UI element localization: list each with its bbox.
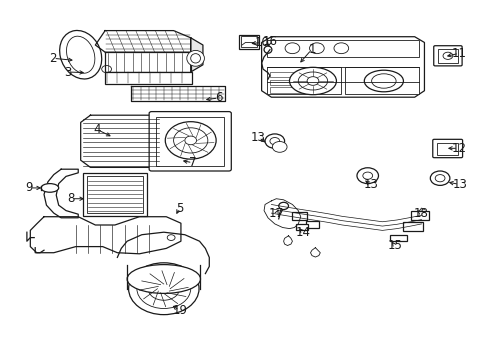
Text: 19: 19	[172, 304, 187, 317]
Bar	[238, 35, 259, 49]
Text: 10: 10	[254, 36, 268, 49]
Bar	[295, 224, 307, 230]
FancyBboxPatch shape	[432, 139, 462, 158]
Text: 8: 8	[67, 192, 75, 205]
Text: 6: 6	[215, 91, 223, 104]
Text: 16: 16	[262, 35, 277, 48]
Bar	[389, 235, 407, 241]
Ellipse shape	[159, 285, 168, 292]
Bar	[87, 176, 143, 213]
Bar	[436, 143, 457, 155]
Ellipse shape	[190, 54, 200, 63]
Bar	[269, 80, 301, 85]
Ellipse shape	[66, 36, 95, 73]
Ellipse shape	[186, 50, 204, 66]
Text: 5: 5	[176, 202, 183, 215]
Ellipse shape	[356, 168, 378, 184]
Text: 4: 4	[93, 123, 101, 136]
Text: 13: 13	[250, 131, 265, 144]
Ellipse shape	[167, 235, 175, 240]
Text: 13: 13	[363, 178, 377, 191]
Bar	[266, 67, 340, 94]
Ellipse shape	[278, 202, 288, 210]
Ellipse shape	[362, 172, 372, 179]
Ellipse shape	[309, 43, 324, 54]
Text: 17: 17	[268, 207, 283, 220]
Ellipse shape	[269, 138, 279, 145]
FancyBboxPatch shape	[149, 112, 231, 171]
Bar	[437, 49, 457, 63]
Ellipse shape	[298, 72, 327, 90]
Text: 11: 11	[451, 47, 466, 60]
Ellipse shape	[306, 77, 318, 85]
Ellipse shape	[264, 46, 271, 53]
Polygon shape	[105, 52, 190, 72]
Polygon shape	[131, 86, 224, 101]
Ellipse shape	[127, 265, 200, 293]
Bar	[266, 40, 418, 57]
Text: 12: 12	[450, 142, 465, 155]
Ellipse shape	[429, 171, 449, 185]
Polygon shape	[81, 115, 161, 167]
Bar	[403, 222, 422, 231]
Text: 15: 15	[387, 239, 402, 252]
Bar	[305, 221, 319, 228]
Ellipse shape	[371, 74, 395, 88]
Text: 3: 3	[63, 66, 71, 78]
FancyBboxPatch shape	[433, 46, 461, 66]
Bar	[292, 212, 306, 220]
Bar	[410, 211, 428, 220]
Ellipse shape	[173, 128, 207, 153]
Text: 14: 14	[295, 226, 310, 239]
Ellipse shape	[128, 263, 199, 315]
Ellipse shape	[41, 184, 59, 192]
Bar	[269, 72, 301, 77]
Polygon shape	[261, 37, 424, 97]
Text: 1: 1	[307, 43, 315, 56]
Text: 9: 9	[25, 181, 33, 194]
Bar	[156, 117, 224, 166]
Polygon shape	[44, 169, 78, 218]
Text: 13: 13	[451, 178, 466, 191]
Bar	[240, 36, 257, 47]
Text: 2: 2	[49, 52, 57, 65]
Bar	[344, 67, 418, 94]
Polygon shape	[190, 38, 203, 72]
Text: 7: 7	[189, 156, 197, 169]
Ellipse shape	[333, 43, 348, 54]
Text: 18: 18	[413, 207, 428, 220]
Ellipse shape	[434, 175, 444, 182]
Bar	[83, 173, 146, 216]
Ellipse shape	[184, 136, 196, 145]
Ellipse shape	[264, 134, 284, 148]
Ellipse shape	[442, 52, 452, 59]
Ellipse shape	[60, 31, 102, 79]
Bar	[269, 87, 301, 93]
Ellipse shape	[148, 277, 179, 300]
Ellipse shape	[364, 70, 403, 92]
Ellipse shape	[285, 43, 299, 54]
Bar	[105, 72, 192, 84]
Ellipse shape	[289, 67, 336, 95]
Ellipse shape	[272, 141, 286, 152]
Ellipse shape	[165, 122, 216, 159]
Polygon shape	[95, 31, 190, 52]
Polygon shape	[30, 217, 181, 254]
Ellipse shape	[137, 269, 190, 309]
Ellipse shape	[102, 66, 111, 73]
